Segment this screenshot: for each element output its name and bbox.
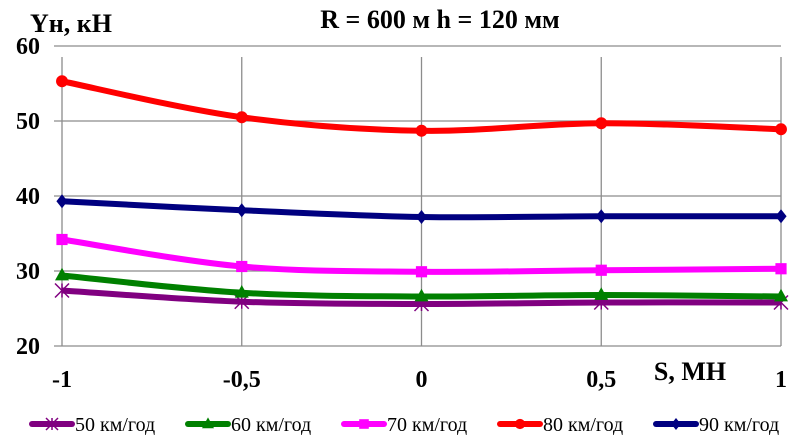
y-tick-label: 50 <box>16 109 40 135</box>
data-point-triangle <box>414 288 429 302</box>
data-point-circle <box>595 117 608 130</box>
legend-label: 70 км/год <box>387 414 467 436</box>
y-tick-label: 20 <box>16 334 40 360</box>
data-point-star <box>54 282 70 299</box>
legend-item: 70 км/год <box>341 414 467 436</box>
legend-item: 50 км/год <box>29 414 155 436</box>
chart-title: R = 600 м h = 120 мм <box>320 5 560 34</box>
data-point-diamond <box>671 418 681 430</box>
y-tick-label: 30 <box>16 259 40 285</box>
series-90 <box>56 194 787 224</box>
x-tick-label: 0,5 <box>586 367 616 393</box>
legend-label: 90 км/год <box>699 414 779 436</box>
y-tick-label: 40 <box>16 184 40 210</box>
data-point-triangle <box>594 287 609 300</box>
data-point-circle <box>56 75 68 88</box>
x-tick-label: 0 <box>416 367 428 393</box>
legend-item: 90 км/год <box>653 414 779 436</box>
x-tick-labels: -1 -0,5 0 0,5 1 <box>52 367 787 393</box>
data-point-circle <box>775 123 787 136</box>
x-axis-label: S, МН <box>654 357 726 386</box>
data-point-square <box>595 264 607 276</box>
data-point-diamond <box>415 210 428 224</box>
x-tick-label: -1 <box>52 367 72 393</box>
series-70 <box>56 233 787 278</box>
data-point-square <box>56 233 68 246</box>
legend-label: 60 км/год <box>231 414 311 436</box>
legend: 50 км/год 60 км/год 70 км/год 80 км/год 90 к… <box>29 414 779 436</box>
data-point-triangle <box>55 267 69 281</box>
x-tick-label: 1 <box>775 367 787 393</box>
data-point-star <box>45 417 59 431</box>
data-point-square <box>415 266 428 278</box>
series-80 <box>56 75 787 137</box>
data-point-diamond <box>775 209 787 224</box>
legend-label: 80 км/год <box>543 414 623 436</box>
data-point-triangle <box>234 285 249 298</box>
data-point-diamond <box>595 209 607 224</box>
data-point-triangle <box>202 417 214 429</box>
data-point-triangle <box>774 288 788 302</box>
data-point-circle <box>514 418 526 430</box>
series-lines <box>54 75 789 312</box>
y-tick-label: 60 <box>16 34 40 60</box>
series-60 <box>55 267 788 302</box>
legend-label: 50 км/год <box>75 414 155 436</box>
legend-item: 80 км/год <box>497 414 623 436</box>
y-tick-labels: 20 30 40 50 60 <box>16 34 40 360</box>
data-point-square <box>236 260 248 273</box>
x-tick-label: -0,5 <box>223 367 261 393</box>
data-point-circle <box>235 111 248 124</box>
y-axis-label: Yн, кН <box>30 9 112 38</box>
data-point-circle <box>415 124 428 137</box>
legend-item: 60 км/год <box>185 414 311 436</box>
data-point-diamond <box>56 194 68 209</box>
data-point-square <box>359 419 369 429</box>
data-point-square <box>775 263 787 275</box>
data-point-diamond <box>236 203 248 218</box>
